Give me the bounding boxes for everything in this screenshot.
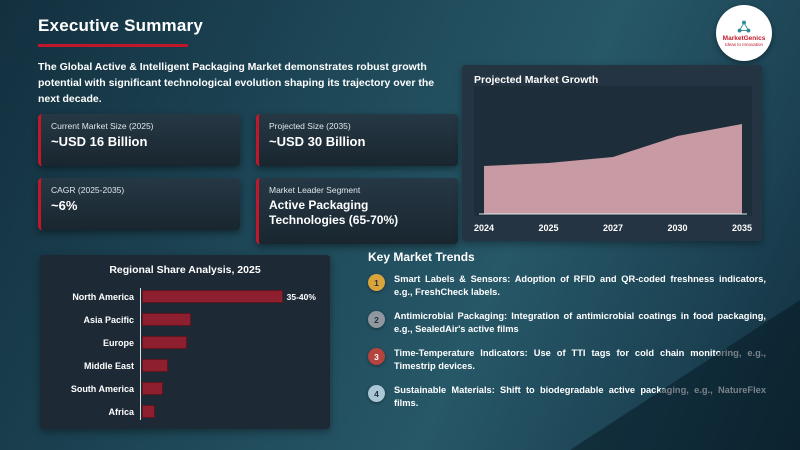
company-logo: MarketGenics Ideas to Innovation: [716, 5, 772, 61]
trend-text: Smart Labels & Sensors: Adoption of RFID…: [394, 274, 766, 298]
trend-number-badge: 3: [368, 348, 385, 366]
bar-category-label: Africa: [108, 406, 134, 417]
stat-card-cagr: CAGR (2025-2035) ~6%: [38, 178, 240, 230]
stat-card-label: Current Market Size (2025): [51, 121, 154, 131]
projected-growth-area-chart: 2024 2025 2027 2030 2035: [474, 86, 752, 233]
stat-card-value: ~USD 30 Billion: [269, 134, 366, 149]
bar: [142, 313, 191, 326]
projected-growth-chart-title: Projected Market Growth: [474, 74, 599, 86]
stat-card-value: ~6%: [51, 198, 78, 213]
stat-card-value: ~USD 16 Billion: [51, 134, 148, 149]
trend-number-badge: 4: [368, 385, 385, 403]
trend-item: 4 Sustainable Materials: Shift to biodeg…: [368, 384, 766, 410]
stat-card-market-leader: Market Leader Segment Active Packaging T…: [256, 178, 458, 244]
bar-category-label: South America: [70, 383, 134, 394]
bar: [142, 405, 156, 418]
bar-row: Africa: [108, 403, 322, 420]
molecule-icon: [737, 20, 751, 33]
trend-item: 3 Time-Temperature Indicators: Use of TT…: [368, 347, 766, 373]
trend-text: Sustainable Materials: Shift to biodegra…: [394, 385, 766, 409]
svg-text:2027: 2027: [603, 223, 623, 233]
stat-card-value: Active Packaging Technologies (65-70%): [269, 198, 399, 227]
bar-row: North America 35-40%: [72, 288, 322, 305]
intro-text: The Global Active & Intelligent Packagin…: [38, 61, 435, 105]
page-title: Executive Summary: [38, 16, 203, 35]
bar-row: South America: [71, 380, 322, 397]
logo-brand-text: MarketGenics: [722, 34, 766, 42]
title-underline: [38, 44, 188, 47]
bar-category-label: Asia Pacific: [83, 314, 134, 325]
stat-card-label: CAGR (2025-2035): [51, 185, 125, 195]
regional-share-bars: North America 35-40% Asia Pacific Europe…: [48, 288, 322, 420]
projected-growth-chart-panel: Projected Market Growth 2024 2025 2027 2030…: [462, 65, 762, 241]
bar: [142, 382, 163, 395]
trend-text: Antimicrobial Packaging: Integration of …: [394, 311, 766, 335]
trend-item: 2 Antimicrobial Packaging: Integration o…: [368, 310, 766, 336]
stat-card-label: Projected Size (2035): [269, 121, 351, 131]
bar: [142, 290, 283, 303]
bar-row: Europe: [103, 334, 322, 351]
stat-card-projected-size: Projected Size (2035) ~USD 30 Billion: [256, 114, 458, 166]
bar-value-label: 35-40%: [286, 291, 316, 302]
bar-row: Asia Pacific: [83, 311, 322, 328]
trend-text: Time-Temperature Indicators: Use of TTI …: [394, 348, 766, 372]
bar-row: Middle East: [84, 357, 322, 374]
trend-number-badge: 1: [368, 274, 385, 291]
stat-card-label: Market Leader Segment: [269, 185, 361, 195]
bar: [142, 336, 187, 349]
bar-category-label: Europe: [102, 337, 134, 348]
svg-text:2025: 2025: [538, 223, 558, 233]
key-market-trends: Key Market Trends 1 Smart Labels & Senso…: [368, 250, 766, 421]
svg-text:2024: 2024: [474, 223, 494, 233]
bar-category-label: Middle East: [83, 360, 134, 371]
bar-category-label: North America: [72, 291, 134, 302]
bar: [142, 359, 169, 372]
key-market-trends-title: Key Market Trends: [368, 250, 475, 264]
trend-number-badge: 2: [368, 311, 385, 329]
svg-text:2035: 2035: [732, 223, 752, 233]
trend-item: 1 Smart Labels & Sensors: Adoption of RF…: [368, 273, 766, 299]
logo-tagline: Ideas to Innovation: [724, 42, 764, 47]
stat-card-current-market-size: Current Market Size (2025) ~USD 16 Billi…: [38, 114, 240, 166]
regional-share-chart-panel: Regional Share Analysis, 2025 North Amer…: [40, 255, 330, 429]
regional-share-chart-title: Regional Share Analysis, 2025: [109, 264, 261, 276]
svg-text:2030: 2030: [667, 223, 687, 233]
